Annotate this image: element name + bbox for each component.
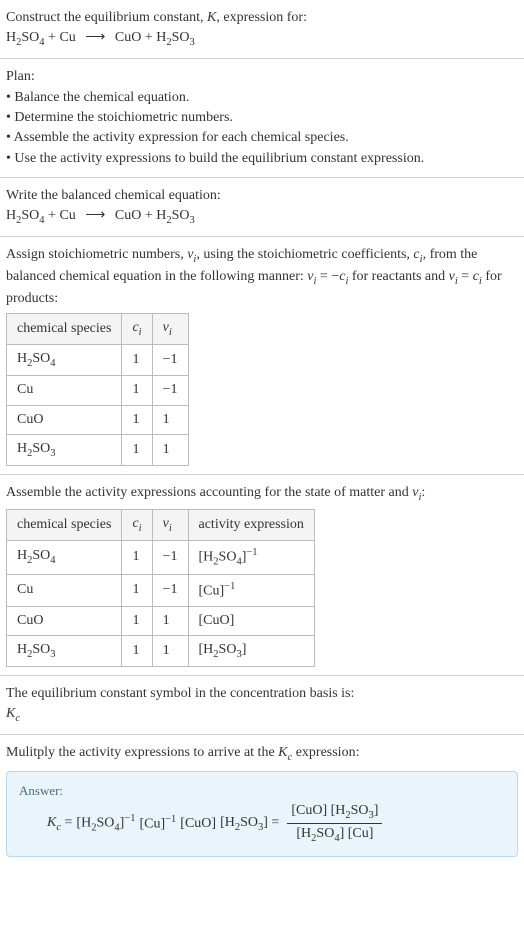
nui-cell: 1 bbox=[152, 405, 188, 434]
species-cell: H2SO4 bbox=[7, 345, 122, 376]
table-header-row: chemical species ci νi bbox=[7, 314, 189, 345]
q-text-b: , expression for: bbox=[216, 10, 307, 25]
fraction: [CuO] [H2SO3] [H2SO4] [Cu] bbox=[287, 801, 382, 846]
table-row: H2SO3 1 1 [H2SO3] bbox=[7, 636, 315, 667]
col-species: chemical species bbox=[7, 510, 122, 541]
col-ci: ci bbox=[122, 510, 152, 541]
table-row: CuO 1 1 [CuO] bbox=[7, 606, 315, 635]
stoich-block: Assign stoichiometric numbers, νi, using… bbox=[0, 237, 524, 475]
fraction-denominator: [H2SO4] [Cu] bbox=[292, 824, 377, 846]
ci-cell: 1 bbox=[122, 376, 152, 405]
activity-cell: [H2SO4]−1 bbox=[188, 541, 314, 575]
kc-symbol-block: The equilibrium constant symbol in the c… bbox=[0, 676, 524, 735]
table-header-row: chemical species ci νi activity expressi… bbox=[7, 510, 315, 541]
table-row: H2SO4 1 −1 [H2SO4]−1 bbox=[7, 541, 315, 575]
balanced-block: Write the balanced chemical equation: H2… bbox=[0, 178, 524, 237]
species-cell: CuO bbox=[7, 405, 122, 434]
multiply-block: Mulitply the activity expressions to arr… bbox=[0, 735, 524, 865]
reaction-arrow-icon: ⟶ bbox=[79, 208, 111, 223]
answer-expression: Kc = [H2SO4]−1 [Cu]−1 [CuO] [H2SO3] = [C… bbox=[19, 801, 505, 846]
answer-box: Answer: Kc = [H2SO4]−1 [Cu]−1 [CuO] [H2S… bbox=[6, 771, 518, 857]
col-species: chemical species bbox=[7, 314, 122, 345]
table-row: CuO 1 1 bbox=[7, 405, 189, 434]
plan-item-1: • Balance the chemical equation. bbox=[6, 88, 518, 108]
activity-cell: [Cu]−1 bbox=[188, 574, 314, 606]
col-nui: νi bbox=[152, 314, 188, 345]
fraction-numerator: [CuO] [H2SO3] bbox=[287, 801, 382, 824]
equation: H2SO4 + Cu ⟶ CuO + H2SO3 bbox=[6, 28, 518, 50]
stoich-table: chemical species ci νi H2SO4 1 −1 Cu 1 −… bbox=[6, 313, 189, 466]
table-row: H2SO3 1 1 bbox=[7, 435, 189, 466]
table-row: Cu 1 −1 bbox=[7, 376, 189, 405]
col-activity: activity expression bbox=[188, 510, 314, 541]
stoich-intro: Assign stoichiometric numbers, νi, using… bbox=[6, 245, 518, 309]
cu: Cu bbox=[59, 30, 75, 45]
question-block: Construct the equilibrium constant, K, e… bbox=[0, 0, 524, 59]
balanced-title: Write the balanced chemical equation: bbox=[6, 186, 518, 206]
ci-cell: 1 bbox=[122, 435, 152, 466]
cuo: CuO bbox=[115, 30, 141, 45]
plan-block: Plan: • Balance the chemical equation. •… bbox=[0, 59, 524, 177]
balanced-equation: H2SO4 + Cu ⟶ CuO + H2SO3 bbox=[6, 206, 518, 228]
plan-item-4: • Use the activity expressions to build … bbox=[6, 149, 518, 169]
ci-cell: 1 bbox=[122, 405, 152, 434]
plan-item-3: • Assemble the activity expression for e… bbox=[6, 128, 518, 148]
activity-title: Assemble the activity expressions accoun… bbox=[6, 483, 518, 505]
kc-line: The equilibrium constant symbol in the c… bbox=[6, 684, 518, 704]
col-ci: ci bbox=[122, 314, 152, 345]
activity-block: Assemble the activity expressions accoun… bbox=[0, 475, 524, 676]
table-row: H2SO4 1 −1 bbox=[7, 345, 189, 376]
species-cell: Cu bbox=[7, 376, 122, 405]
answer-label: Answer: bbox=[19, 782, 505, 801]
h2so3: H2SO3 bbox=[156, 30, 195, 45]
activity-table: chemical species ci νi activity expressi… bbox=[6, 509, 315, 667]
ci-cell: 1 bbox=[122, 345, 152, 376]
plan-item-2: • Determine the stoichiometric numbers. bbox=[6, 108, 518, 128]
multiply-line: Mulitply the activity expressions to arr… bbox=[6, 743, 518, 765]
h2so4: H2SO4 bbox=[6, 30, 45, 45]
col-nui: νi bbox=[152, 510, 188, 541]
reaction-arrow-icon: ⟶ bbox=[79, 30, 111, 45]
nui-cell: −1 bbox=[152, 376, 188, 405]
table-row: Cu 1 −1 [Cu]−1 bbox=[7, 574, 315, 606]
species-cell: H2SO3 bbox=[7, 435, 122, 466]
activity-cell: [H2SO3] bbox=[188, 636, 314, 667]
nui-cell: −1 bbox=[152, 345, 188, 376]
kc-symbol: Kc bbox=[6, 704, 518, 726]
activity-cell: [CuO] bbox=[188, 606, 314, 635]
k-symbol: K bbox=[207, 10, 216, 25]
plan-title: Plan: bbox=[6, 67, 518, 87]
question-line: Construct the equilibrium constant, K, e… bbox=[6, 8, 518, 28]
nui-cell: 1 bbox=[152, 435, 188, 466]
q-text-a: Construct the equilibrium constant, bbox=[6, 10, 207, 25]
